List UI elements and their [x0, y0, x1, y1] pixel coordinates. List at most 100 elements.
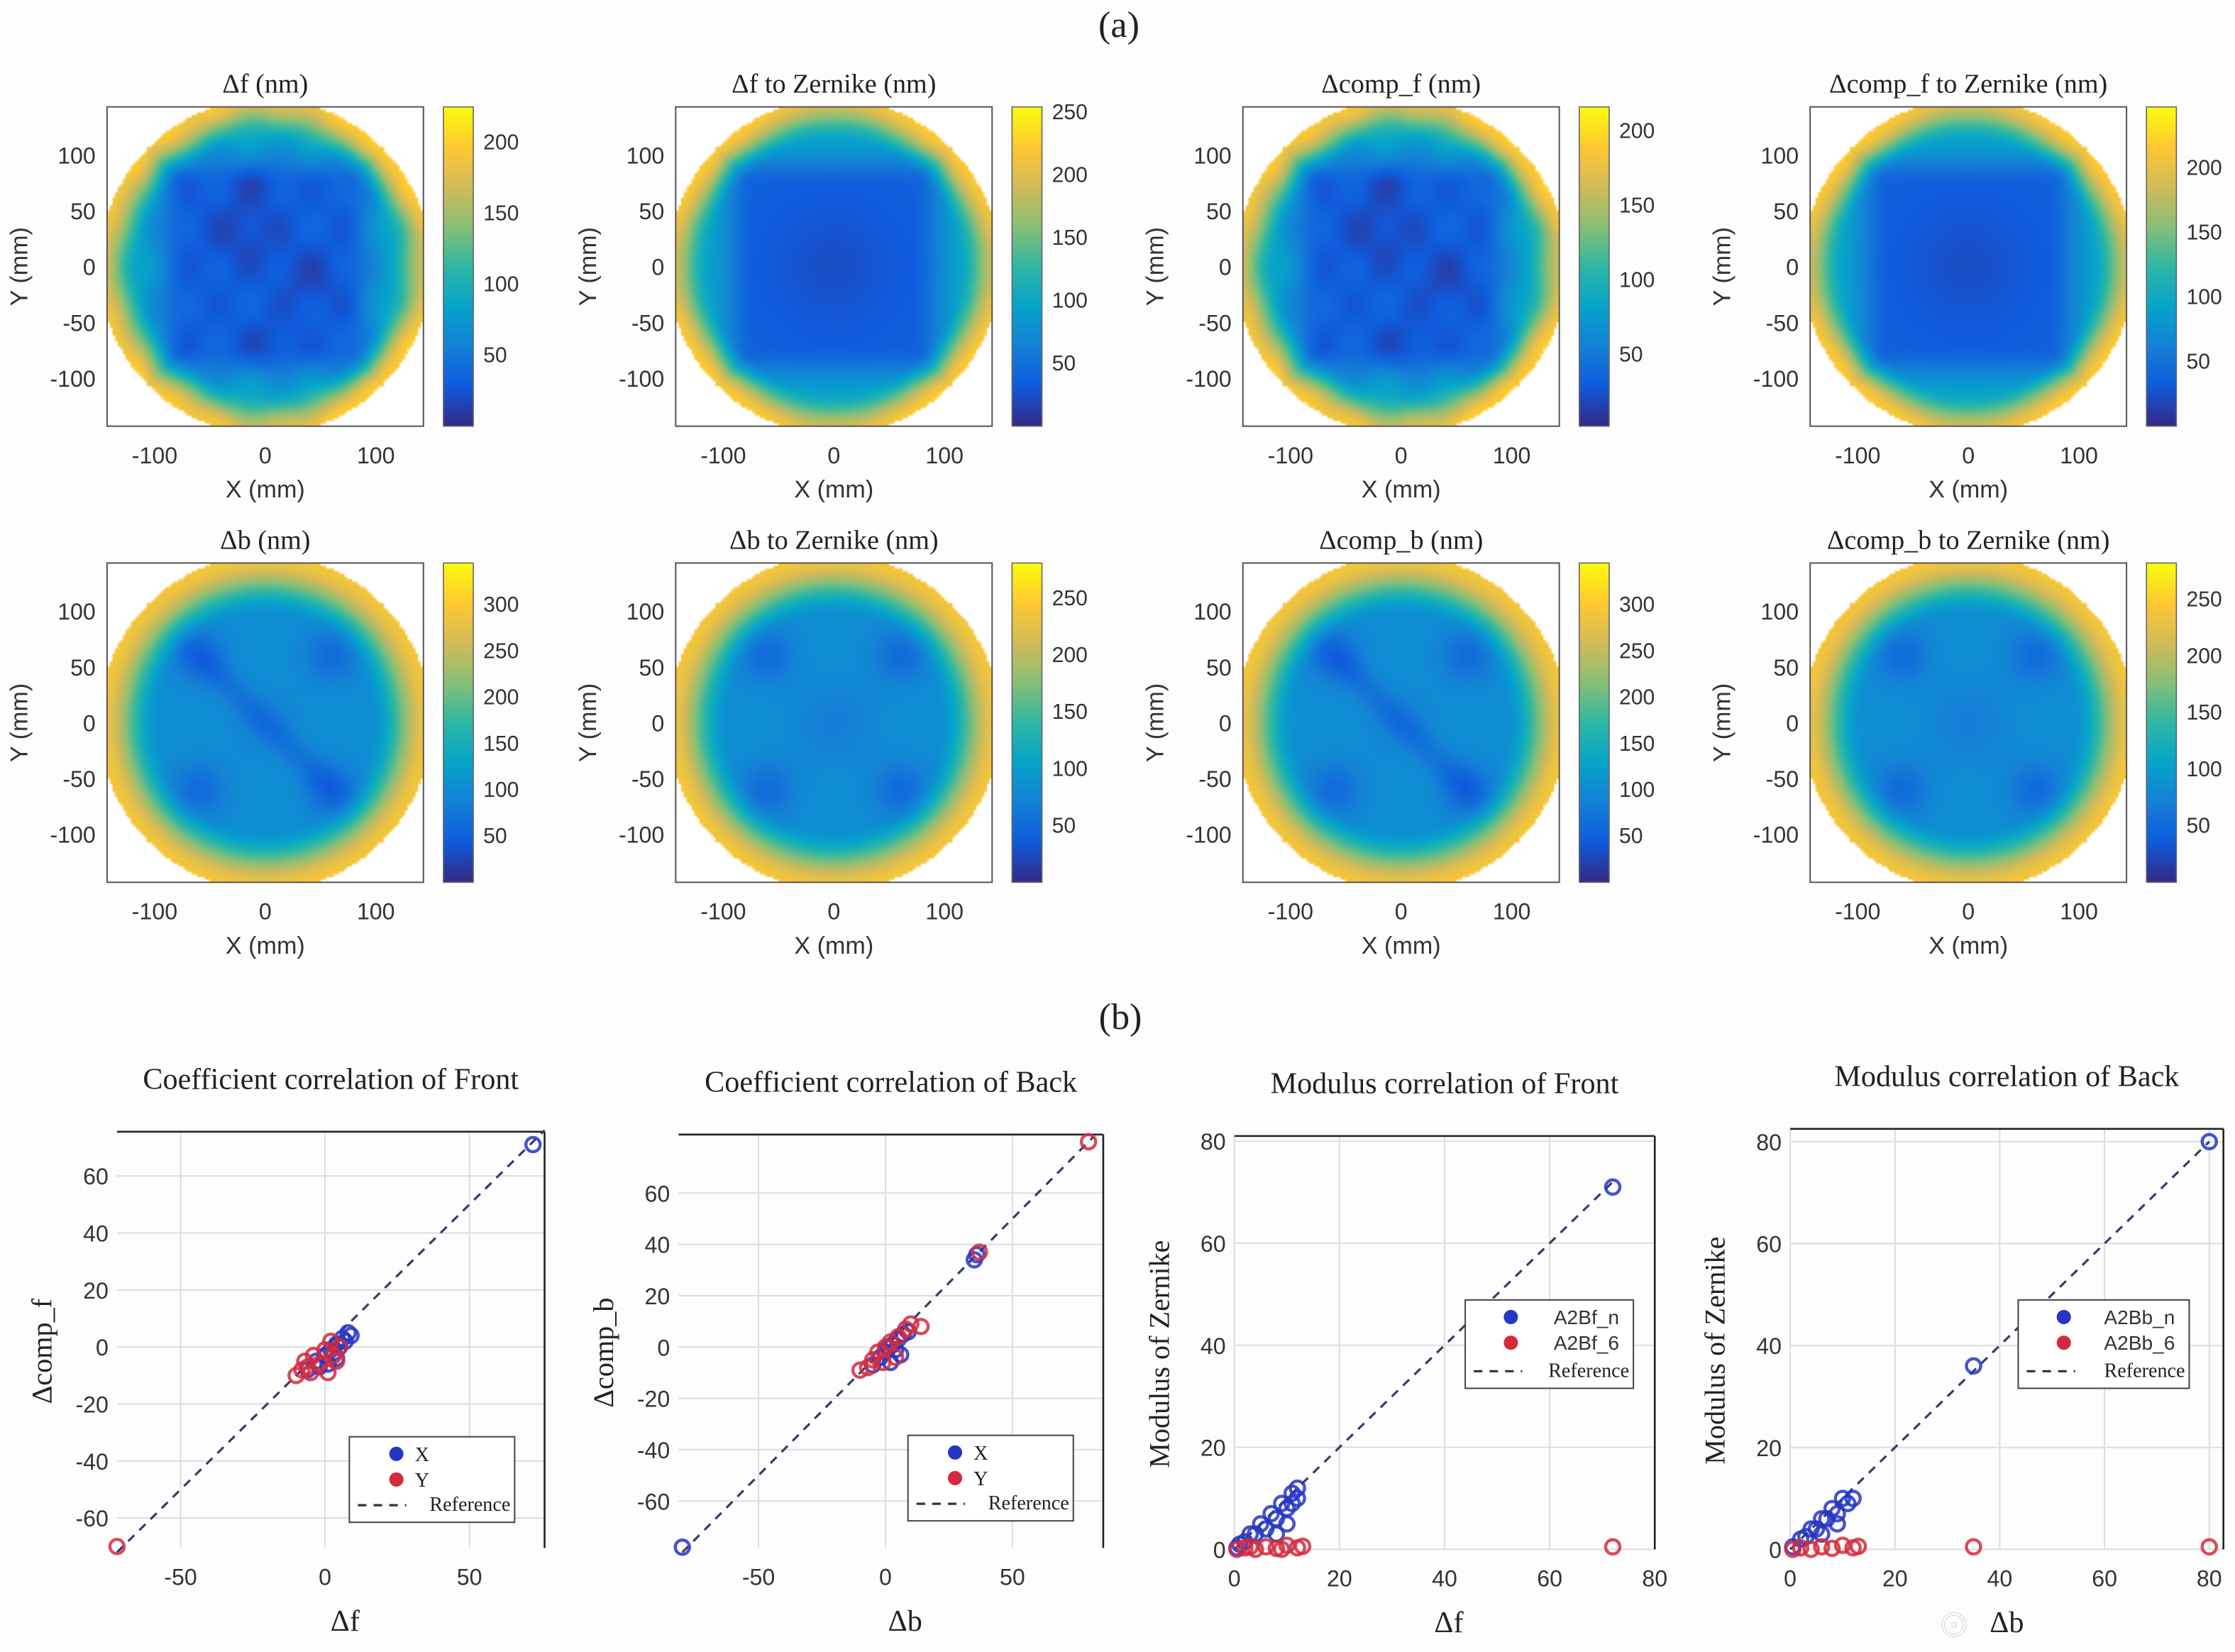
y-axis-label: Y (mm): [1142, 227, 1169, 306]
colorbar-tick-label: 150: [483, 732, 519, 756]
colorbar-tick-label: 250: [483, 639, 519, 663]
colorbar-tick-label: 150: [483, 202, 519, 226]
colorbar-tick-label: 150: [1052, 700, 1088, 724]
y-tick-label: -50: [1766, 310, 1799, 336]
y-tick-label: -20: [75, 1392, 108, 1418]
colorbar-tick-label: 100: [483, 778, 519, 802]
y-axis-label: Y (mm): [1709, 683, 1736, 762]
y-tick-label: -40: [75, 1449, 108, 1475]
legend-box: [348, 1436, 516, 1524]
y-tick-label: 80: [1756, 1130, 1782, 1155]
y-tick-label: 100: [627, 599, 665, 624]
x-axis-label: Δf: [1434, 1606, 1464, 1639]
x-tick-label: 80: [1642, 1566, 1667, 1592]
legend-marker-a2bf_6: [1503, 1336, 1518, 1350]
heatmap-image: [106, 106, 424, 426]
y-tick-label: 50: [70, 199, 96, 224]
y-tick-label: -100: [1753, 366, 1799, 392]
heatmap-image: [106, 563, 424, 883]
data-point-x: [339, 1323, 357, 1342]
legend-label: A2Bf_6: [1554, 1332, 1619, 1354]
data-point-y: [299, 1358, 316, 1376]
data-point-a2bb_6: [1802, 1541, 1820, 1558]
heatmap-panel: Δcomp_b to Zernike (nm) -100 0 100 100 50 0 -50…: [1709, 525, 2222, 959]
colorbar-border: [1011, 106, 1043, 427]
heatmap-panel: Δcomp_f (nm) -100 0 100 100 50 0 -50 -100 X (mm) Y…: [1142, 70, 1655, 503]
x-tick-label: 20: [1327, 1566, 1352, 1592]
y-tick-label: 100: [627, 143, 665, 168]
colorbar-tick-label: 50: [483, 344, 507, 368]
colorbar-tick-label: 250: [1052, 101, 1088, 124]
legend-label: Y: [415, 1470, 429, 1492]
legend-marker-y: [947, 1470, 963, 1485]
y-axis-label: Modulus of Zernike: [1143, 1240, 1175, 1468]
axes-box: [1242, 562, 1560, 883]
colorbar: [2146, 106, 2177, 426]
colorbar-tick-label: 150: [1619, 194, 1655, 217]
colorbar: [1579, 106, 1609, 426]
heatmap-panel: Δf (nm) -100 0 100 100 50 0 -50 -100 X (mm) Y (mm)…: [6, 70, 519, 503]
colorbar-tick-label: 50: [1619, 825, 1643, 848]
legend-label: Reference: [429, 1494, 510, 1516]
x-tick-label: 0: [827, 443, 840, 468]
y-tick-label: -50: [62, 766, 95, 792]
y-axis-label: Y (mm): [1709, 227, 1736, 306]
x-axis-label: Δb: [1990, 1606, 2024, 1639]
data-point-a2bb_6: [1792, 1538, 1810, 1557]
axes-box: [106, 106, 424, 427]
y-axis-label: Modulus of Zernike: [1699, 1237, 1731, 1465]
colorbar-tick-label: 100: [1619, 269, 1655, 292]
y-tick-label: 50: [1773, 655, 1799, 681]
x-tick-label: 60: [2092, 1566, 2117, 1592]
x-tick-label: -100: [132, 443, 177, 468]
data-point-y: [912, 1318, 930, 1336]
heatmap-title: Δcomp_f to Zernike (nm): [1829, 70, 2107, 99]
x-tick-label: 40: [1432, 1566, 1457, 1592]
y-tick-label: 60: [83, 1164, 109, 1189]
data-point-x: [342, 1326, 360, 1345]
data-point-y: [321, 1332, 340, 1350]
x-tick-label: -100: [1268, 899, 1313, 925]
y-tick-label: -20: [637, 1387, 670, 1412]
heatmap-title: Δcomp_f (nm): [1321, 70, 1481, 99]
y-tick-label: 0: [1769, 1537, 1782, 1563]
colorbar-border: [443, 106, 474, 427]
colorbar-tick-label: 250: [2186, 588, 2222, 612]
legend-label: Reference: [1548, 1360, 1629, 1382]
x-tick-label: -50: [164, 1565, 197, 1590]
x-tick-label: 0: [1784, 1566, 1797, 1592]
data-point-a2bf_n: [1288, 1489, 1306, 1507]
data-point-a2bb_n: [1844, 1489, 1862, 1507]
y-tick-label: -100: [1186, 822, 1231, 848]
data-point-a2bb_n: [1828, 1504, 1846, 1523]
x-tick-label: 60: [1537, 1566, 1562, 1592]
y-tick-label: 100: [1761, 143, 1799, 168]
colorbar: [1012, 563, 1042, 883]
data-point-a2bf_6: [1273, 1541, 1291, 1558]
colorbar-tick-label: 100: [2186, 758, 2222, 781]
y-tick-label: -40: [637, 1438, 670, 1463]
y-tick-label: -50: [1766, 766, 1799, 792]
colorbar-tick-label: 300: [1619, 593, 1655, 617]
x-tick-label: -100: [700, 899, 746, 925]
x-axis-label: Δf: [331, 1604, 360, 1638]
colorbar-tick-label: 100: [1052, 757, 1088, 781]
data-point-a2bb_6: [2200, 1538, 2219, 1556]
x-tick-label: 100: [357, 443, 395, 468]
reference-line: [1233, 1181, 1614, 1551]
scatter-title: Modulus correlation of Front: [1271, 1067, 1619, 1101]
y-tick-label: 0: [1219, 710, 1232, 736]
y-tick-label: 20: [83, 1278, 109, 1304]
y-tick-label: -50: [1198, 310, 1231, 336]
colorbar-border: [1578, 562, 1610, 883]
data-point-y: [108, 1538, 126, 1555]
legend-label: Reference: [988, 1492, 1069, 1514]
y-tick-label: 0: [651, 255, 664, 280]
y-tick-label: 60: [645, 1181, 670, 1206]
y-tick-label: 50: [70, 655, 96, 681]
y-tick-label: 100: [57, 143, 96, 168]
x-tick-label: -100: [1268, 443, 1313, 468]
axes-box: [1809, 562, 2128, 883]
colorbar-tick-label: 50: [483, 825, 507, 848]
x-tick-label: 0: [879, 1565, 892, 1590]
